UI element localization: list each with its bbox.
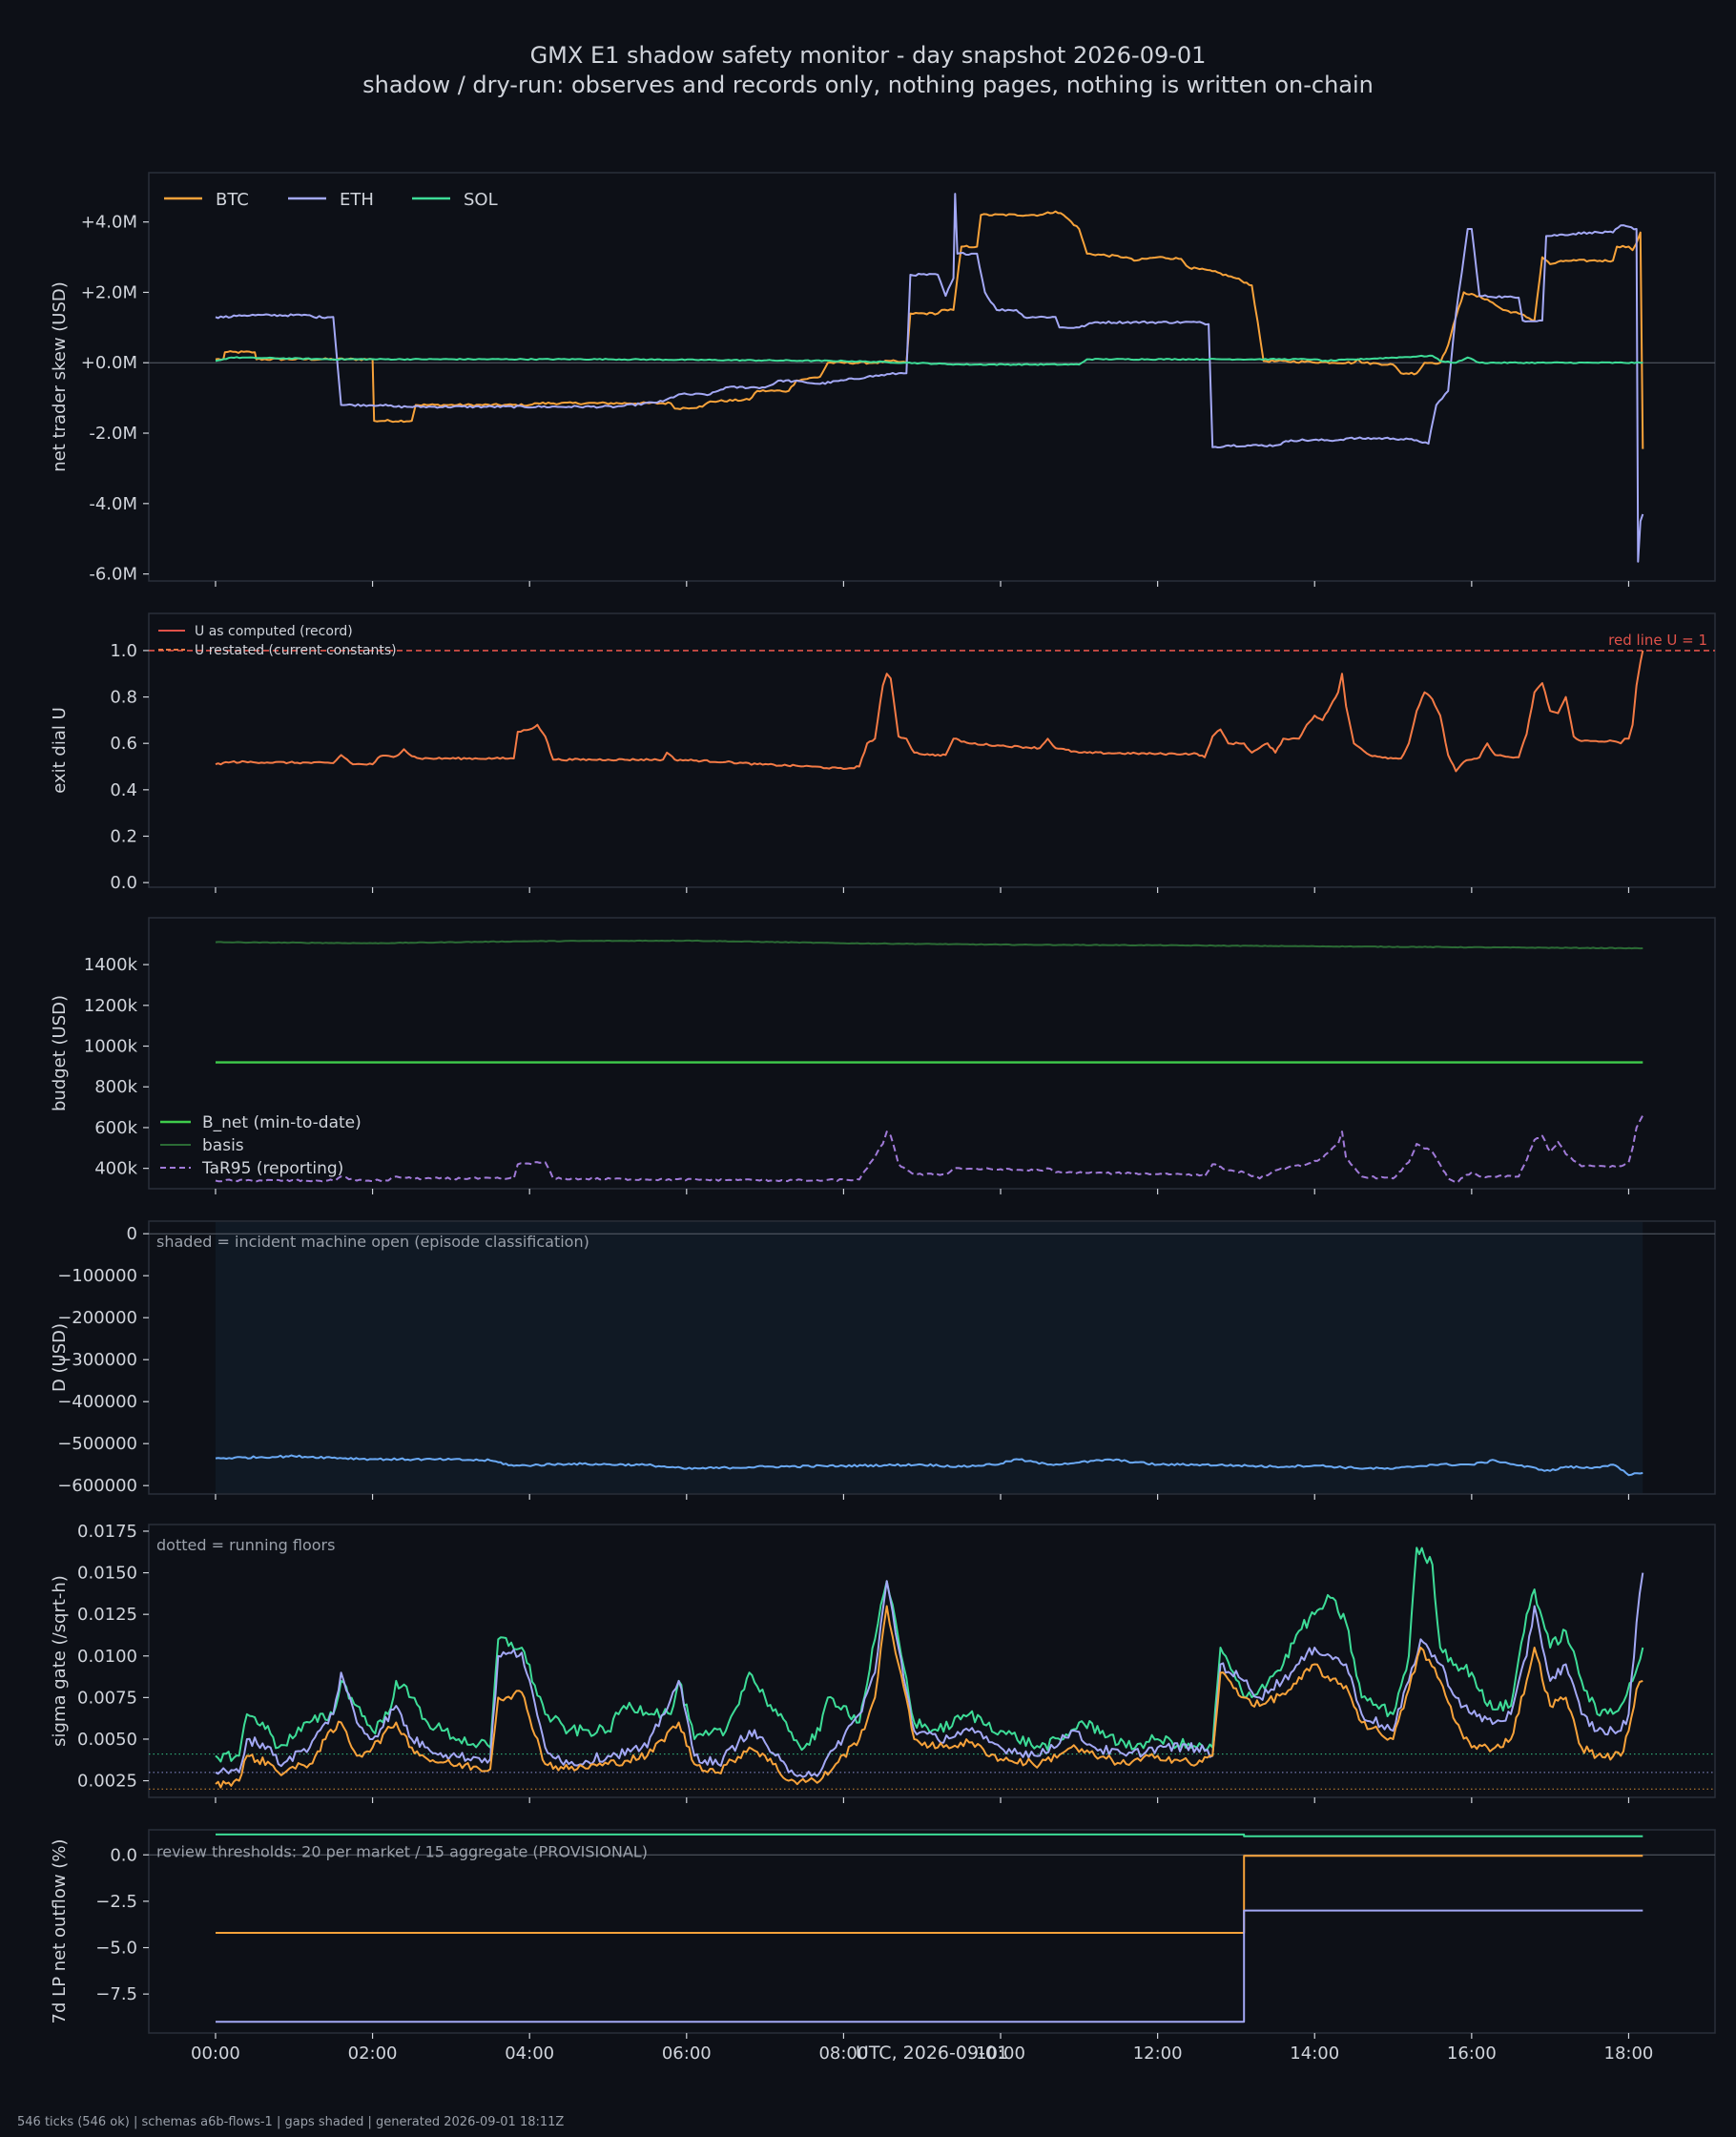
y-tick-label: −7.5	[95, 1984, 137, 2004]
panel-frame	[148, 612, 1716, 888]
y-tick-label: 0.0175	[77, 1522, 137, 1542]
y-tick-label: +0.0M	[81, 353, 137, 373]
series-sol	[215, 354, 1643, 366]
legend-label: ETH	[340, 190, 374, 210]
y-tick-label: +2.0M	[81, 282, 137, 302]
legend-label: TaR95 (reporting)	[201, 1159, 343, 1178]
x-tick-label: 00:00	[191, 2044, 240, 2064]
x-axis-label: UTC, 2026-09-01	[856, 2043, 1008, 2064]
x-tick-label: 04:00	[505, 2044, 554, 2064]
y-tick-label: −100000	[57, 1266, 137, 1286]
y-tick-label: 0.0050	[77, 1730, 137, 1750]
x-tick-label: 06:00	[662, 2044, 712, 2064]
y-tick-label: 0.0025	[77, 1772, 137, 1792]
series-sol	[216, 1833, 1643, 1837]
footer-status: 546 ticks (546 ok) | schemas a6b-flows-1…	[17, 2115, 564, 2129]
series-basis	[215, 939, 1643, 950]
y-tick-label: +4.0M	[81, 213, 137, 233]
y-tick-label: -6.0M	[89, 565, 137, 585]
y-tick-label: 0.0150	[77, 1564, 137, 1584]
y-tick-label: 1.0	[110, 641, 137, 661]
y-axis-label: budget (USD)	[50, 995, 70, 1111]
y-tick-label: 0.0075	[77, 1688, 137, 1708]
panel-lp: 0.0 −2.5 −5.0 −7.5 00:00 02:00 04:00 06:00 08:00…	[50, 1829, 1716, 2064]
panel-frame	[148, 172, 1716, 582]
y-tick-label: 0.4	[110, 780, 137, 800]
x-tick-label: 18:00	[1604, 2044, 1654, 2064]
x-tick-label: 12:00	[1133, 2044, 1183, 2064]
incident-shade	[215, 1222, 1643, 1493]
series-eth	[215, 1572, 1644, 1778]
y-tick-label: 0.6	[110, 734, 137, 754]
y-tick-label: 0.2	[110, 826, 137, 846]
legend-label: SOL	[464, 190, 498, 210]
legend-label: BTC	[216, 190, 249, 210]
series-btc	[215, 1605, 1643, 1789]
y-tick-label: -4.0M	[89, 494, 137, 514]
y-tick-label: 0.0100	[77, 1647, 137, 1667]
y-tick-label: −2.5	[95, 1892, 137, 1912]
panel-note: review thresholds: 20 per market / 15 ag…	[156, 1842, 648, 1860]
legend-label: basis	[202, 1136, 244, 1155]
x-tick-label: 16:00	[1447, 2044, 1497, 2064]
x-tick-label: 10:00	[976, 2044, 1025, 2064]
series-btc	[215, 210, 1644, 449]
series-u-restated-current-constants-	[215, 650, 1644, 773]
y-tick-label: 1000k	[84, 1037, 138, 1057]
panel-note: dotted = running floors	[156, 1536, 335, 1554]
x-tick-label: 02:00	[348, 2044, 398, 2064]
series-tar95-reporting-	[215, 1114, 1644, 1184]
panel-u: 0.0 0.2 0.4 0.6 0.8 1.0 exit dial U red line U …	[50, 612, 1716, 893]
y-tick-label: 0.0	[110, 873, 137, 893]
panels: +4.0M +2.0M +0.0M -2.0M -4.0M -6.0M net trader…	[50, 172, 1716, 2064]
panel-frame	[148, 917, 1716, 1190]
figure-title: GMX E1 shadow safety monitor - day snaps…	[530, 42, 1207, 69]
panel-d: 0 −100000 −200000 −300000 −400000 −500000 −600…	[50, 1220, 1716, 1500]
figure-subtitle: shadow / dry-run: observes and records o…	[362, 72, 1374, 98]
y-tick-label: 0	[127, 1224, 137, 1244]
y-tick-label: −400000	[57, 1392, 137, 1412]
legend-label: U as computed (record)	[195, 624, 353, 639]
y-tick-label: −200000	[57, 1308, 137, 1328]
y-axis-label: 7d LP net outflow (%)	[50, 1839, 70, 2024]
panel-frame	[148, 1829, 1716, 2034]
panel-frame	[148, 1524, 1716, 1798]
y-tick-label: 1400k	[84, 955, 138, 975]
series-eth	[215, 193, 1644, 563]
y-axis-label: D (USD)	[50, 1323, 70, 1392]
panel-sigma: 0.0025 0.0050 0.0075 0.0100 0.0125 0.0150 0.01…	[50, 1522, 1716, 1803]
y-tick-label: −600000	[57, 1476, 137, 1496]
y-tick-label: 0.0125	[77, 1605, 137, 1625]
panel-skew: +4.0M +2.0M +0.0M -2.0M -4.0M -6.0M net trader…	[50, 172, 1716, 587]
series-btc	[216, 1855, 1643, 1934]
y-axis-label: net trader skew (USD)	[50, 281, 70, 472]
legend-label: U restated (current constants)	[195, 643, 397, 658]
y-tick-label: −500000	[57, 1434, 137, 1454]
y-tick-label: 800k	[94, 1077, 137, 1097]
panel-budget: 400k 600k 800k 1000k 1200k 1400k budget (USD) B…	[50, 917, 1716, 1194]
series-d	[215, 1454, 1643, 1477]
x-tick-label: 14:00	[1290, 2044, 1339, 2064]
y-tick-label: 0.0	[110, 1845, 137, 1865]
red-line-label: red line U = 1	[1608, 632, 1707, 649]
y-tick-label: 400k	[94, 1159, 137, 1179]
y-axis-label: sigma gate (/sqrt-h)	[50, 1575, 70, 1747]
legend-label: B_net (min-to-date)	[202, 1113, 362, 1132]
x-tick-label: 08:00	[818, 2044, 868, 2064]
y-tick-label: 600k	[94, 1118, 137, 1138]
y-tick-label: −5.0	[95, 1939, 137, 1959]
y-axis-label: exit dial U	[50, 707, 70, 794]
y-tick-label: 0.8	[110, 688, 137, 708]
panel-note: shaded = incident machine open (episode …	[156, 1233, 589, 1251]
y-tick-label: 1200k	[84, 996, 138, 1016]
y-tick-label: -2.0M	[89, 424, 137, 444]
y-tick-label: −300000	[57, 1350, 137, 1370]
series-eth	[216, 1909, 1643, 2023]
